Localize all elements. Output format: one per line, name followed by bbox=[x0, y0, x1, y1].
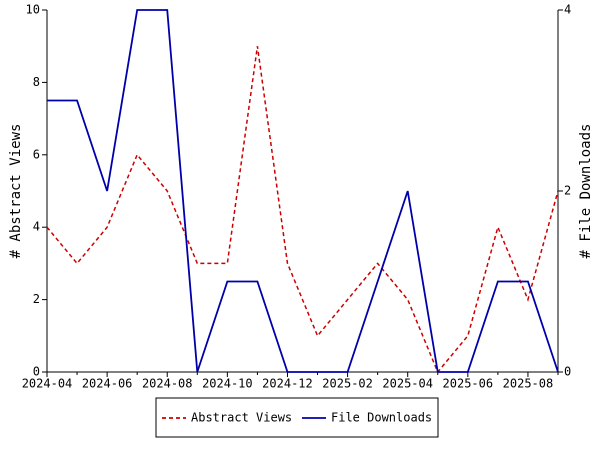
y-tick-label: 4 bbox=[33, 220, 40, 234]
y2-tick-label: 2 bbox=[564, 184, 571, 198]
x-tick-label: 2024-04 bbox=[22, 377, 73, 391]
y2-axis-label: # File Downloads bbox=[578, 124, 594, 259]
y2-tick-label: 0 bbox=[564, 365, 571, 379]
legend-box bbox=[155, 397, 439, 438]
y2-tick-label: 4 bbox=[564, 3, 571, 17]
y-tick-label: 0 bbox=[33, 365, 40, 379]
x-tick-label: 2025-06 bbox=[443, 377, 494, 391]
series-line bbox=[47, 9, 559, 373]
legend-label: File Downloads bbox=[331, 411, 432, 425]
y-tick-label: 6 bbox=[33, 147, 40, 161]
x-tick-label: 2024-12 bbox=[262, 377, 313, 391]
x-tick-label: 2024-08 bbox=[142, 377, 193, 391]
x-tick-label: 2025-08 bbox=[503, 377, 554, 391]
y-tick-label: 10 bbox=[26, 3, 40, 17]
y-axis-label: # Abstract Views bbox=[8, 124, 24, 259]
legend-label: Abstract Views bbox=[191, 411, 292, 425]
x-tick-label: 2024-06 bbox=[82, 377, 133, 391]
x-tick-label: 2025-02 bbox=[322, 377, 373, 391]
x-tick-label: 2024-10 bbox=[202, 377, 253, 391]
y-tick-label: 8 bbox=[33, 75, 40, 89]
y-tick-label: 2 bbox=[33, 292, 40, 306]
x-tick-label: 2025-04 bbox=[382, 377, 433, 391]
series-line bbox=[46, 46, 559, 374]
